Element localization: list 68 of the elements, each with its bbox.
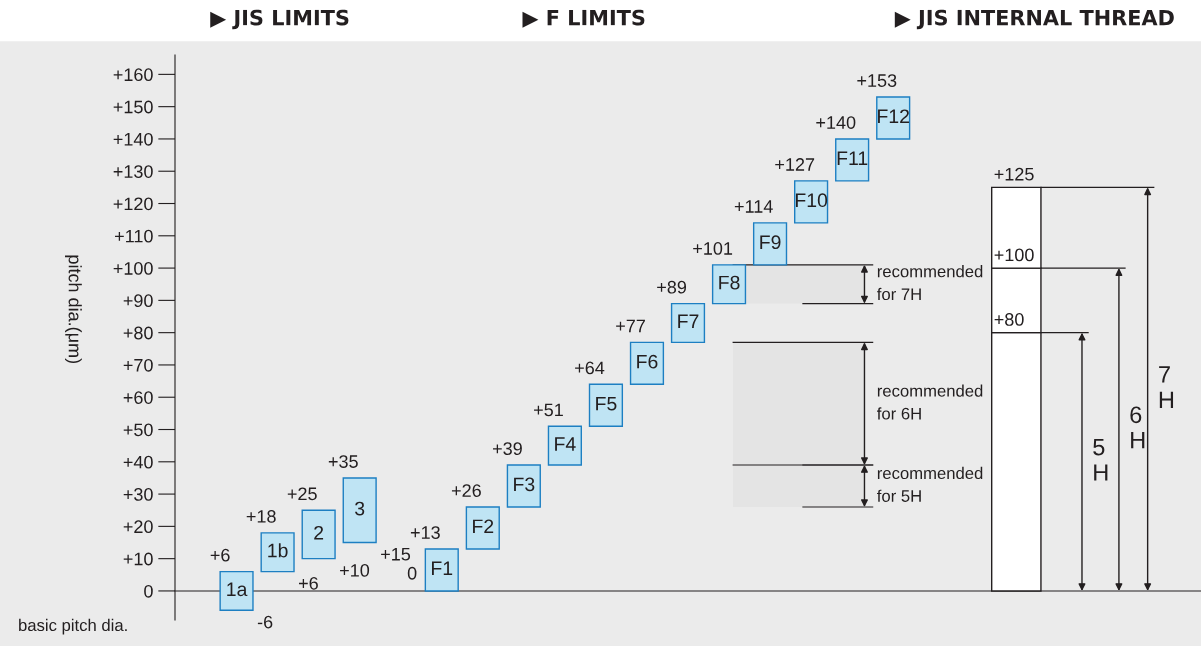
annotation: 5 H	[1093, 438, 1108, 481]
annotation: -6	[257, 615, 273, 629]
text: basic pitch dia.	[19, 618, 127, 635]
x-tick-label: 1a	[227, 582, 248, 597]
y-tick-label: +160	[113, 68, 153, 82]
y-tick-label: +120	[113, 197, 153, 211]
annotation: +39	[492, 442, 522, 455]
annotation: +64	[575, 361, 605, 375]
annotation: +140	[816, 116, 856, 129]
x-tick-label: F12	[878, 109, 909, 123]
x-tick-label: 2	[314, 525, 324, 540]
annotation: 0	[407, 566, 417, 580]
annotation: +153	[857, 74, 897, 87]
annotation: +26	[451, 484, 481, 497]
text: ▶ JIS INTERNAL THREAD	[894, 9, 1174, 30]
annotation: +6	[299, 576, 318, 590]
band-label: recommended for 6H	[877, 384, 983, 420]
annotation: 7 H	[1159, 366, 1174, 408]
text: ▶ F LIMITS	[522, 9, 645, 28]
annotation: +10	[340, 563, 370, 577]
y-tick-label: +70	[123, 358, 153, 372]
annotation: +6	[210, 548, 230, 562]
x-tick-label: F11	[837, 151, 868, 165]
annotation: +89	[657, 280, 687, 294]
y-tick-label: +150	[113, 100, 153, 114]
y-axis-title: pitch dia.(μm)	[65, 255, 82, 363]
annotation: +80	[994, 313, 1024, 326]
y-tick-label: +50	[123, 423, 153, 437]
y-tick-label: 0	[144, 584, 153, 598]
annotation: +125	[994, 167, 1034, 181]
x-tick-label: F10	[795, 193, 828, 208]
x-tick-label: F7	[678, 314, 699, 328]
band-label: recommended for 7H	[877, 265, 983, 301]
y-tick-label: +60	[123, 391, 153, 404]
y-tick-label: +90	[123, 294, 153, 308]
x-tick-label: F2	[473, 519, 494, 534]
x-tick-label: F4	[555, 437, 576, 451]
x-tick-label: F5	[596, 396, 617, 411]
band-label: recommended for 5H	[877, 466, 983, 502]
annotation: +77	[616, 319, 645, 333]
y-tick-label: +30	[123, 488, 153, 501]
y-tick-label: +40	[123, 455, 153, 469]
y-tick-label: +140	[113, 132, 153, 146]
annotation: +51	[534, 403, 563, 417]
x-tick-label: F9	[760, 235, 781, 250]
annotation: +15	[381, 548, 411, 561]
y-tick-label: +80	[123, 326, 153, 340]
text: ▶ JIS LIMITS	[210, 9, 349, 30]
x-tick-label: F1	[432, 561, 453, 575]
annotation: +100	[994, 248, 1034, 262]
annotation: +25	[287, 487, 317, 501]
x-tick-label: 3	[355, 501, 365, 516]
y-tick-label: +10	[123, 552, 153, 566]
annotation: +13	[410, 526, 440, 539]
y-tick-label: +20	[123, 520, 153, 534]
annotation: +114	[734, 200, 773, 213]
annotation: +101	[693, 242, 733, 255]
y-tick-label: +130	[113, 165, 153, 178]
x-tick-label: 1b	[268, 543, 288, 558]
annotation: +18	[246, 510, 276, 523]
annotation: 6 H	[1130, 406, 1145, 449]
y-tick-label: +110	[115, 229, 153, 243]
annotation: +35	[328, 455, 358, 468]
x-tick-label: F8	[719, 275, 740, 290]
y-tick-label: +100	[113, 262, 153, 275]
x-tick-label: F3	[514, 477, 535, 492]
annotation: +127	[775, 158, 815, 171]
x-tick-label: F6	[637, 354, 658, 369]
